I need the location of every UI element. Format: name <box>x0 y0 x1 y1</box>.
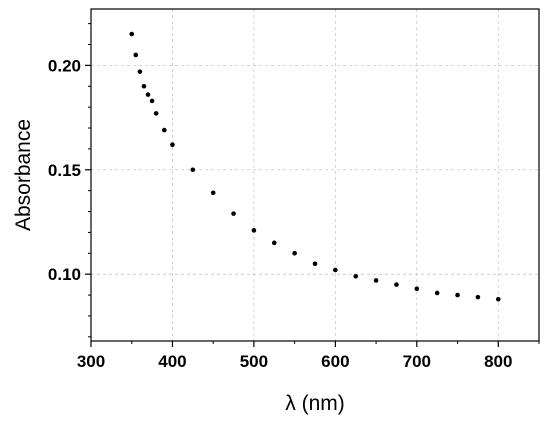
x-tick-label: 400 <box>158 352 186 371</box>
data-point <box>251 228 257 233</box>
data-point <box>170 142 175 148</box>
data-point <box>210 190 216 196</box>
data-point <box>394 282 399 287</box>
y-tick-labels: 0.10 0.15 0.20 <box>48 56 81 284</box>
y-tick-label: 0.15 <box>48 161 81 180</box>
data-point <box>162 127 167 133</box>
data-point <box>190 167 196 173</box>
data-point <box>129 31 135 37</box>
y-tick-label: 0.10 <box>48 265 81 284</box>
data-point <box>153 111 159 116</box>
data-point <box>333 267 338 273</box>
data-point <box>149 98 155 104</box>
x-axis-title: λ (nm) <box>285 392 345 415</box>
x-tick-label: 700 <box>403 352 431 371</box>
data-point <box>373 278 379 283</box>
data-point <box>455 292 460 298</box>
major-ticks <box>85 64 499 347</box>
plot-frame <box>90 8 540 342</box>
data-point <box>475 294 481 300</box>
x-tick-label: 800 <box>484 352 512 371</box>
x-tick-labels: 300 400 500 600 700 800 <box>77 352 513 371</box>
minor-ticks <box>88 23 540 344</box>
y-axis-title: Absorbance <box>12 119 35 231</box>
data-point <box>145 92 151 97</box>
data-point <box>495 296 501 302</box>
data-point <box>271 240 277 246</box>
data-point <box>312 261 318 267</box>
data-point <box>141 83 147 89</box>
x-tick-label: 300 <box>77 352 105 371</box>
y-tick-label: 0.20 <box>48 56 81 75</box>
data-points <box>129 31 501 302</box>
data-point <box>434 290 440 296</box>
data-point <box>133 52 139 58</box>
x-tick-label: 500 <box>240 352 268 371</box>
data-point <box>414 286 420 292</box>
data-point <box>231 211 236 216</box>
data-point <box>353 273 359 279</box>
x-tick-label: 600 <box>321 352 349 371</box>
data-point <box>137 69 143 74</box>
grid-lines <box>90 9 539 341</box>
data-point <box>292 251 297 256</box>
